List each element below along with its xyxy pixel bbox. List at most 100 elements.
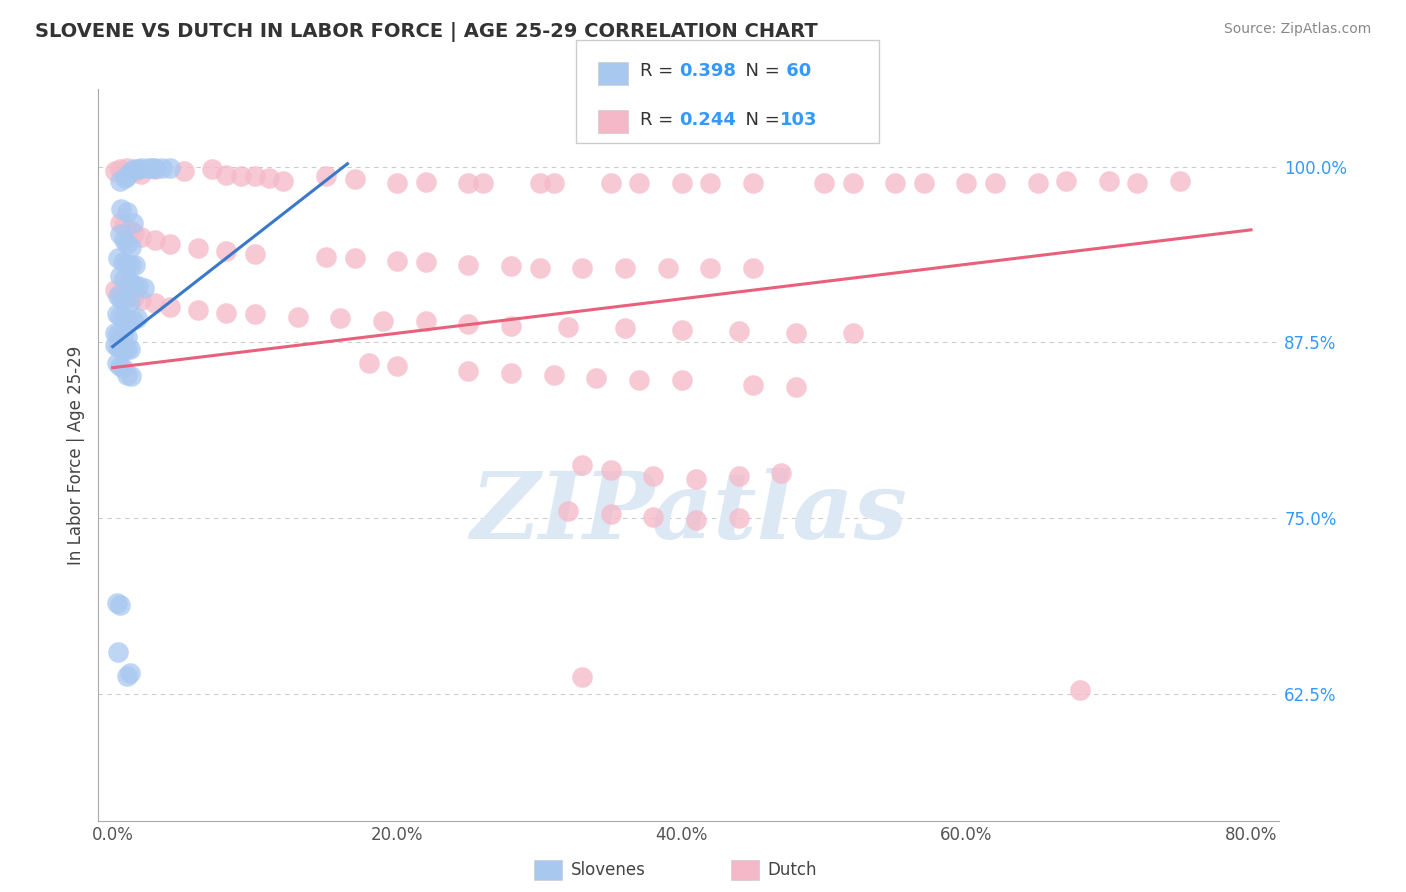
Point — [685, 472, 707, 486]
Point — [727, 511, 749, 525]
Point — [141, 161, 163, 175]
Text: N =: N = — [734, 62, 786, 80]
Point — [159, 161, 181, 175]
Point — [129, 167, 152, 181]
Point — [387, 177, 409, 191]
Point — [122, 162, 145, 177]
Point — [699, 260, 721, 275]
Point — [173, 163, 195, 178]
Text: 103: 103 — [780, 111, 818, 128]
Point — [118, 343, 141, 357]
Point — [585, 370, 607, 384]
Point — [108, 216, 131, 230]
Point — [108, 162, 131, 177]
Point — [457, 177, 479, 191]
Point — [499, 367, 522, 381]
Point — [120, 258, 142, 272]
Point — [543, 368, 565, 382]
Point — [115, 368, 138, 382]
Point — [108, 359, 131, 374]
Point — [229, 169, 252, 184]
Point — [727, 469, 749, 483]
Point — [387, 253, 409, 268]
Point — [187, 241, 209, 255]
Text: Slovenes: Slovenes — [571, 861, 645, 879]
Point — [115, 343, 138, 357]
Point — [115, 204, 138, 219]
Point — [112, 233, 135, 247]
Point — [132, 280, 155, 294]
Text: SLOVENE VS DUTCH IN LABOR FORCE | AGE 25-29 CORRELATION CHART: SLOVENE VS DUTCH IN LABOR FORCE | AGE 25… — [35, 22, 818, 42]
Point — [118, 275, 141, 289]
Point — [112, 343, 135, 357]
Point — [104, 338, 127, 352]
Point — [120, 163, 142, 178]
Point — [111, 328, 134, 343]
Point — [127, 279, 149, 293]
Point — [111, 255, 134, 269]
Point — [105, 307, 128, 321]
Point — [136, 161, 159, 175]
Point — [122, 277, 145, 292]
Point — [105, 596, 128, 610]
Point — [115, 669, 138, 683]
Point — [107, 340, 129, 354]
Point — [415, 175, 437, 189]
Point — [628, 177, 651, 191]
Point — [143, 233, 166, 247]
Point — [371, 314, 394, 328]
Point — [357, 356, 380, 370]
Point — [671, 177, 693, 191]
Point — [115, 330, 138, 344]
Point — [129, 230, 152, 244]
Text: Source: ZipAtlas.com: Source: ZipAtlas.com — [1223, 22, 1371, 37]
Point — [129, 161, 152, 175]
Point — [122, 226, 145, 240]
Point — [121, 216, 143, 230]
Point — [1168, 173, 1191, 187]
Point — [841, 177, 863, 191]
Text: R =: R = — [640, 111, 679, 128]
Point — [343, 251, 366, 265]
Point — [115, 257, 138, 271]
Point — [107, 326, 129, 341]
Point — [107, 251, 129, 265]
Point — [643, 469, 665, 483]
Point — [599, 507, 621, 521]
Point — [115, 169, 138, 184]
Point — [118, 223, 141, 237]
Point — [770, 466, 793, 480]
Point — [121, 313, 143, 327]
Point — [529, 177, 551, 191]
Point — [114, 293, 136, 308]
Point — [122, 165, 145, 179]
Point — [107, 645, 129, 659]
Point — [329, 311, 352, 326]
Text: 0.244: 0.244 — [679, 111, 735, 128]
Point — [984, 177, 1007, 191]
Point — [685, 513, 707, 527]
Point — [912, 177, 935, 191]
Point — [457, 317, 479, 331]
Point — [111, 360, 134, 375]
Point — [628, 373, 651, 387]
Point — [118, 665, 141, 680]
Point — [108, 286, 131, 301]
Point — [571, 260, 593, 275]
Point — [108, 309, 131, 323]
Point — [1069, 682, 1091, 697]
Point — [415, 314, 437, 328]
Point — [643, 509, 665, 524]
Point — [415, 255, 437, 269]
Point — [273, 173, 295, 187]
Point — [104, 163, 127, 178]
Text: Dutch: Dutch — [768, 861, 817, 879]
Point — [1054, 173, 1077, 187]
Point — [343, 172, 366, 186]
Point — [1026, 177, 1049, 191]
Point — [457, 258, 479, 272]
Point — [387, 359, 409, 374]
Point — [129, 293, 152, 308]
Point — [1126, 177, 1149, 191]
Point — [727, 324, 749, 338]
